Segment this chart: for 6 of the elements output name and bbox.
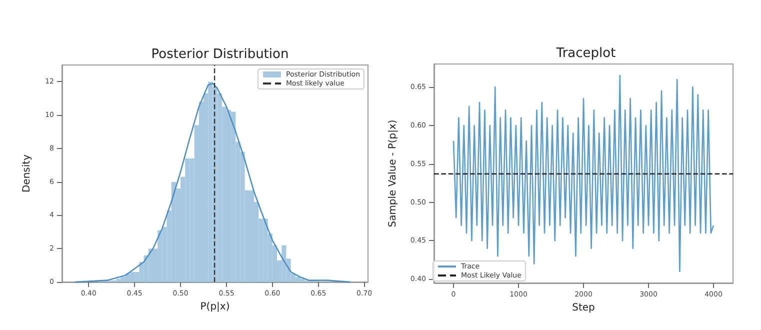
chart-title: Posterior Distribution	[151, 47, 289, 62]
x-axis-title: P(p|x)	[200, 301, 230, 312]
x-axis-title: Step	[572, 302, 595, 314]
y-axis-title: Density	[22, 154, 32, 193]
chart-title: Traceplot	[555, 46, 616, 61]
y-axis-title: Sample Value - P(p|x)	[388, 120, 398, 228]
